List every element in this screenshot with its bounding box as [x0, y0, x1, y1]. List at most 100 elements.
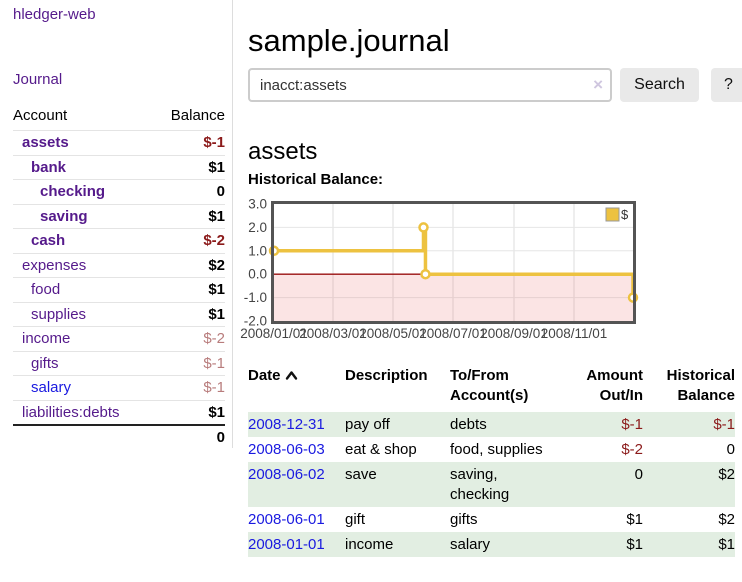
tofrom-cell: gifts: [450, 510, 478, 528]
svg-text:2008/11/01: 2008/11/01: [541, 326, 608, 341]
amount-cell: $-2: [621, 440, 643, 458]
balance-cell: $-1: [713, 415, 735, 433]
account-balance: $1: [208, 281, 225, 299]
accounts-total-row: 0: [13, 424, 225, 451]
page-title: sample.journal: [248, 22, 450, 58]
register-row: 2008-06-03 eat & shop food, supplies $-2 0: [248, 437, 735, 462]
svg-text:2008/01/01: 2008/01/01: [240, 326, 308, 341]
accounts-table: Account Balance assets $-1 bank $1 checking 0…: [13, 103, 225, 451]
svg-text:3.0: 3.0: [248, 198, 267, 212]
account-link[interactable]: gifts: [31, 354, 59, 372]
svg-text:2008/05/01: 2008/05/01: [359, 326, 427, 341]
date-link[interactable]: 2008-06-03: [248, 440, 325, 458]
date-link[interactable]: 2008-12-31: [248, 415, 325, 433]
account-row: cash $-2: [13, 228, 225, 253]
register-row: 2008-06-02 save saving, checking 0 $2: [248, 462, 735, 507]
search-button[interactable]: Search: [620, 68, 699, 102]
amount-cell: 0: [634, 465, 643, 483]
account-balance: $1: [208, 305, 225, 323]
account-link[interactable]: food: [31, 281, 61, 299]
search-input[interactable]: [248, 68, 612, 102]
register-header-row: Date Description To/From Account(s) Amou…: [248, 360, 735, 412]
svg-text:$: $: [621, 207, 629, 222]
chart-title: Historical Balance:: [248, 171, 384, 188]
account-balance: $-2: [203, 330, 225, 348]
header-date[interactable]: Date: [248, 360, 345, 412]
balance-cell: 0: [726, 440, 735, 458]
svg-text:2008/03/01: 2008/03/01: [299, 326, 367, 341]
account-row: saving $1: [13, 203, 225, 229]
account-balance: $1: [208, 207, 225, 225]
account-link[interactable]: checking: [40, 183, 106, 201]
register-row: 2008-01-01 income salary $1 $1: [248, 532, 735, 557]
description-cell: save: [345, 465, 377, 483]
search-input-wrap: ×: [248, 68, 612, 102]
sort-ascending-icon: [285, 367, 298, 387]
account-link[interactable]: cash: [31, 232, 66, 250]
description-cell: eat & shop: [345, 440, 417, 458]
account-link[interactable]: liabilities:debts: [22, 403, 120, 421]
amount-cell: $1: [626, 510, 643, 528]
svg-text:2008/07/01: 2008/07/01: [419, 326, 487, 341]
tofrom-cell: debts: [450, 415, 487, 433]
account-balance: $1: [208, 158, 225, 176]
account-link[interactable]: salary: [31, 379, 72, 397]
account-balance: $2: [208, 256, 225, 274]
header-balance: Historical Balance: [666, 367, 735, 404]
search-bar: × Search ?: [248, 68, 742, 102]
help-button[interactable]: ?: [711, 68, 742, 102]
balance-cell: $2: [718, 510, 735, 528]
account-row: assets $-1: [13, 130, 225, 155]
account-balance: $-1: [203, 354, 225, 372]
date-link[interactable]: 2008-06-02: [248, 465, 325, 483]
account-balance: $1: [208, 403, 225, 421]
chart-canvas: $3.0 2.0 1.0 0.0 -1.0 -2.02008/01/012008/03/0…: [240, 197, 639, 341]
account-link[interactable]: saving: [40, 207, 88, 225]
accounts-table-header: Account Balance: [13, 103, 225, 130]
description-cell: pay off: [345, 415, 390, 433]
header-tofrom: To/From Account(s): [450, 367, 529, 404]
register-row: 2008-06-01 gift gifts $1 $2: [248, 507, 735, 532]
description-cell: gift: [345, 510, 366, 528]
sidebar-item-journal[interactable]: Journal: [13, 71, 63, 88]
tofrom-cell: salary: [450, 535, 491, 553]
date-link[interactable]: 2008-06-01: [248, 510, 325, 528]
account-row: income $-2: [13, 326, 225, 351]
header-description: Description: [345, 367, 428, 384]
account-link[interactable]: income: [22, 330, 71, 348]
balance-column-header: Balance: [170, 107, 225, 124]
svg-text:1.0: 1.0: [248, 243, 267, 258]
date-link[interactable]: 2008-01-01: [248, 535, 325, 553]
account-balance: $-1: [203, 134, 225, 152]
register-row: 2008-12-31 pay off debts $-1 $-1: [248, 412, 735, 437]
sidebar: hledger-web Journal Account Balance asse…: [0, 0, 233, 448]
clear-search-icon[interactable]: ×: [593, 75, 603, 94]
account-row: liabilities:debts $1: [13, 399, 225, 425]
balance-cell: $1: [718, 535, 735, 553]
accounts-rows: assets $-1 bank $1 checking 0 saving $1 cash $-2 e…: [13, 130, 225, 424]
account-row: salary $-1: [13, 375, 225, 400]
tofrom-cell: saving, checking: [450, 465, 510, 503]
header-date-label: Date: [248, 367, 281, 384]
amount-cell: $1: [626, 535, 643, 553]
account-link[interactable]: assets: [22, 134, 69, 152]
account-row: bank $1: [13, 154, 225, 180]
description-cell: income: [345, 535, 394, 553]
account-column-header: Account: [13, 107, 68, 124]
account-link[interactable]: expenses: [22, 256, 87, 274]
account-link[interactable]: supplies: [31, 305, 87, 323]
account-row: expenses $2: [13, 252, 225, 278]
account-balance: $-2: [203, 232, 225, 250]
svg-text:2008/09/01: 2008/09/01: [480, 326, 548, 341]
register-table: Date Description To/From Account(s) Amou…: [248, 360, 735, 557]
account-balance: $-1: [203, 379, 225, 397]
account-link[interactable]: bank: [31, 158, 67, 176]
total-balance: 0: [216, 429, 225, 446]
svg-text:-2.0: -2.0: [244, 314, 267, 329]
account-row: food $1: [13, 277, 225, 302]
brand-link[interactable]: hledger-web: [13, 6, 96, 23]
account-row: gifts $-1: [13, 350, 225, 376]
svg-text:-1.0: -1.0: [244, 290, 267, 305]
account-balance: 0: [216, 183, 225, 201]
